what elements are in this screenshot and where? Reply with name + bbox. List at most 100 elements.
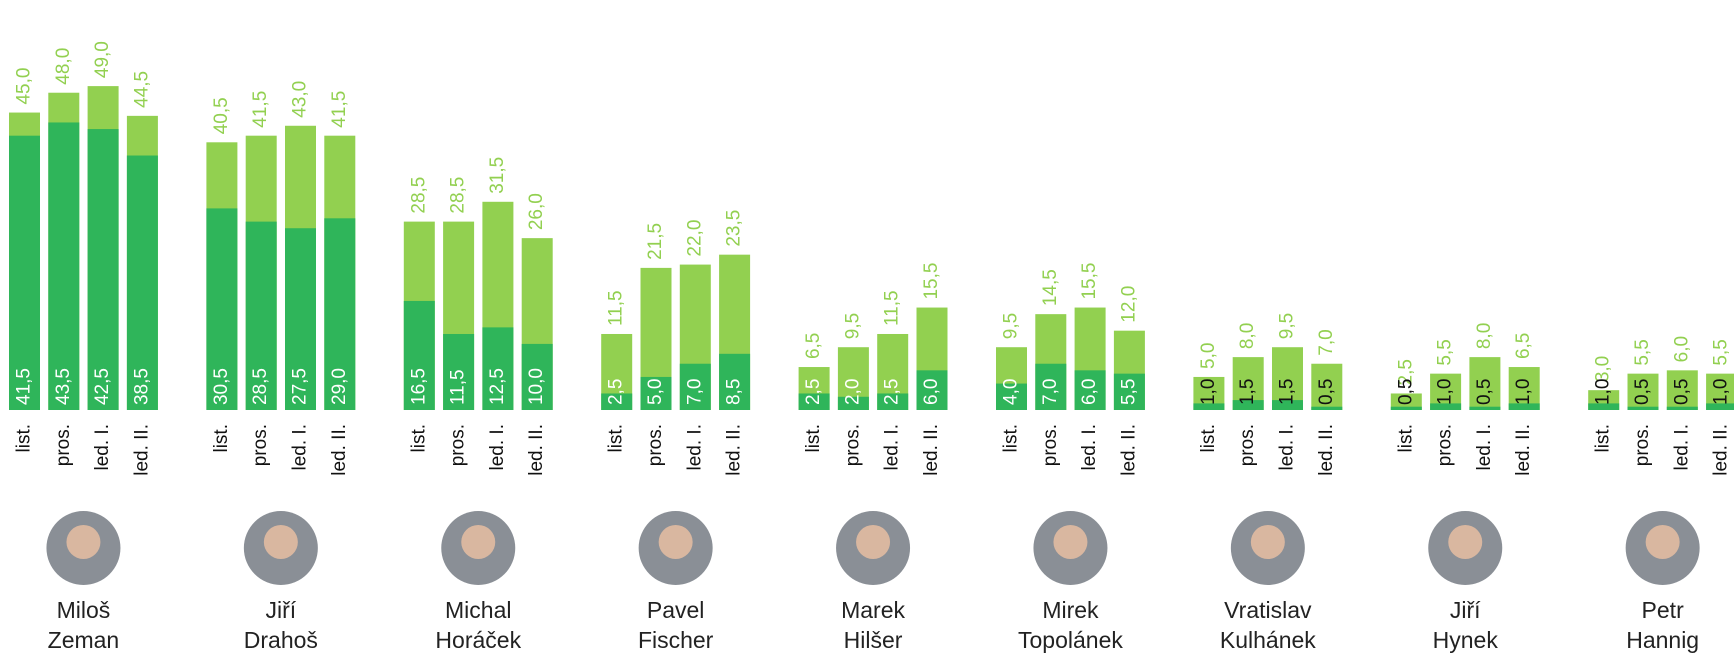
value-label: 41,5	[250, 91, 271, 128]
value-label: 0,5	[1474, 379, 1495, 405]
x-tick-label: pros.	[1237, 424, 1258, 466]
bar	[1232, 400, 1264, 410]
bar	[719, 353, 751, 410]
bar	[87, 129, 119, 410]
value-label: 5,0	[1198, 343, 1219, 369]
value-label: 29,0	[329, 368, 350, 405]
value-label: 5,5	[1632, 339, 1653, 365]
value-label: 30,5	[211, 368, 232, 405]
bar	[206, 208, 238, 410]
value-label: 8,5	[724, 379, 745, 405]
bar	[443, 333, 475, 410]
value-label: 1,5	[1237, 379, 1258, 405]
value-label: 1,0	[1198, 379, 1219, 405]
value-label: 28,5	[408, 177, 429, 214]
value-label: 26,0	[526, 193, 547, 230]
value-label: 23,5	[724, 210, 745, 247]
x-tick-label: list.	[1198, 424, 1219, 453]
value-label: 5,5	[1711, 339, 1732, 365]
x-tick-label: led. I.	[1474, 424, 1495, 470]
value-label: 11,5	[606, 290, 627, 326]
value-label: 0,5	[1632, 379, 1653, 405]
x-tick-label: led. I.	[1277, 424, 1298, 470]
value-label: 7,0	[1316, 329, 1337, 355]
value-label: 44,5	[131, 71, 152, 108]
candidate-name: Hynek	[1433, 627, 1499, 653]
value-label: 7,0	[684, 379, 705, 405]
value-label: 1,5	[1277, 379, 1298, 405]
x-tick-label: led. I.	[684, 424, 705, 470]
value-label: 16,5	[408, 368, 429, 405]
candidate-name: Jiří	[1450, 597, 1481, 623]
value-label: 38,5	[131, 368, 152, 405]
value-label: 8,0	[1474, 323, 1495, 349]
value-label: 6,5	[803, 333, 824, 359]
candidate-name: Miloš	[57, 597, 111, 623]
x-tick-label: led. I.	[487, 424, 508, 470]
bar	[1272, 347, 1303, 410]
value-label: 11,5	[448, 369, 469, 405]
candidate-name: Horáček	[435, 627, 521, 653]
x-tick-label: led. I.	[1671, 424, 1692, 470]
photo-face	[1645, 525, 1680, 559]
x-tick-label: pros.	[842, 424, 863, 466]
bar	[601, 393, 633, 410]
value-label: 41,5	[14, 368, 35, 405]
x-tick-label: led. II.	[526, 424, 547, 476]
value-label: 11,5	[882, 290, 903, 326]
x-tick-label: led. II.	[329, 424, 350, 476]
bar	[1390, 393, 1422, 410]
bar	[837, 396, 869, 410]
x-tick-label: list.	[1593, 424, 1614, 453]
bar	[1390, 406, 1422, 410]
bar	[403, 300, 435, 410]
bar	[1508, 367, 1540, 410]
value-label: 49,0	[92, 41, 113, 78]
candidate-name: Marek	[841, 597, 905, 623]
bar	[1469, 357, 1501, 410]
value-label: 9,5	[1001, 313, 1022, 339]
bar	[126, 155, 158, 410]
bar	[1666, 370, 1698, 410]
bar	[916, 370, 948, 410]
value-label: 15,5	[1079, 263, 1100, 300]
x-tick-label: pros.	[645, 424, 666, 466]
photo-face	[461, 525, 496, 559]
value-label: 2,5	[1395, 359, 1416, 385]
candidate-name: Fischer	[638, 627, 714, 653]
bar	[1035, 363, 1067, 410]
value-label: 43,0	[290, 81, 311, 118]
x-tick-label: list.	[803, 424, 824, 453]
value-label: 48,0	[53, 48, 74, 85]
candidate-name: Hannig	[1626, 627, 1699, 653]
x-tick-label: led. I.	[1079, 424, 1100, 470]
value-label: 2,5	[803, 379, 824, 405]
x-tick-label: led. II.	[1711, 424, 1732, 476]
photo-face	[1448, 525, 1483, 559]
value-label: 6,0	[921, 379, 942, 405]
bar	[521, 343, 553, 410]
bar	[1430, 403, 1462, 410]
x-tick-label: led. II.	[921, 424, 942, 476]
bar	[1272, 400, 1303, 410]
x-tick-label: led. II.	[1316, 424, 1337, 476]
value-label: 9,5	[1277, 313, 1298, 339]
x-tick-label: pros.	[1632, 424, 1653, 466]
value-label: 1,0	[1711, 379, 1732, 405]
x-tick-label: list.	[14, 424, 35, 453]
photo-face	[1053, 525, 1088, 559]
value-label: 45,0	[14, 68, 35, 105]
value-label: 27,5	[290, 368, 311, 405]
value-label: 3,0	[1593, 356, 1614, 382]
value-label: 15,5	[921, 263, 942, 300]
value-label: 21,5	[645, 223, 666, 260]
candidate-name: Topolánek	[1018, 627, 1123, 653]
x-tick-label: list.	[1395, 424, 1416, 453]
x-tick-label: list.	[1001, 424, 1022, 453]
value-label: 10,0	[526, 368, 547, 405]
x-tick-label: pros.	[250, 424, 271, 466]
bar	[482, 327, 514, 410]
value-label: 2,5	[606, 379, 627, 405]
value-label: 0,5	[1395, 379, 1416, 405]
